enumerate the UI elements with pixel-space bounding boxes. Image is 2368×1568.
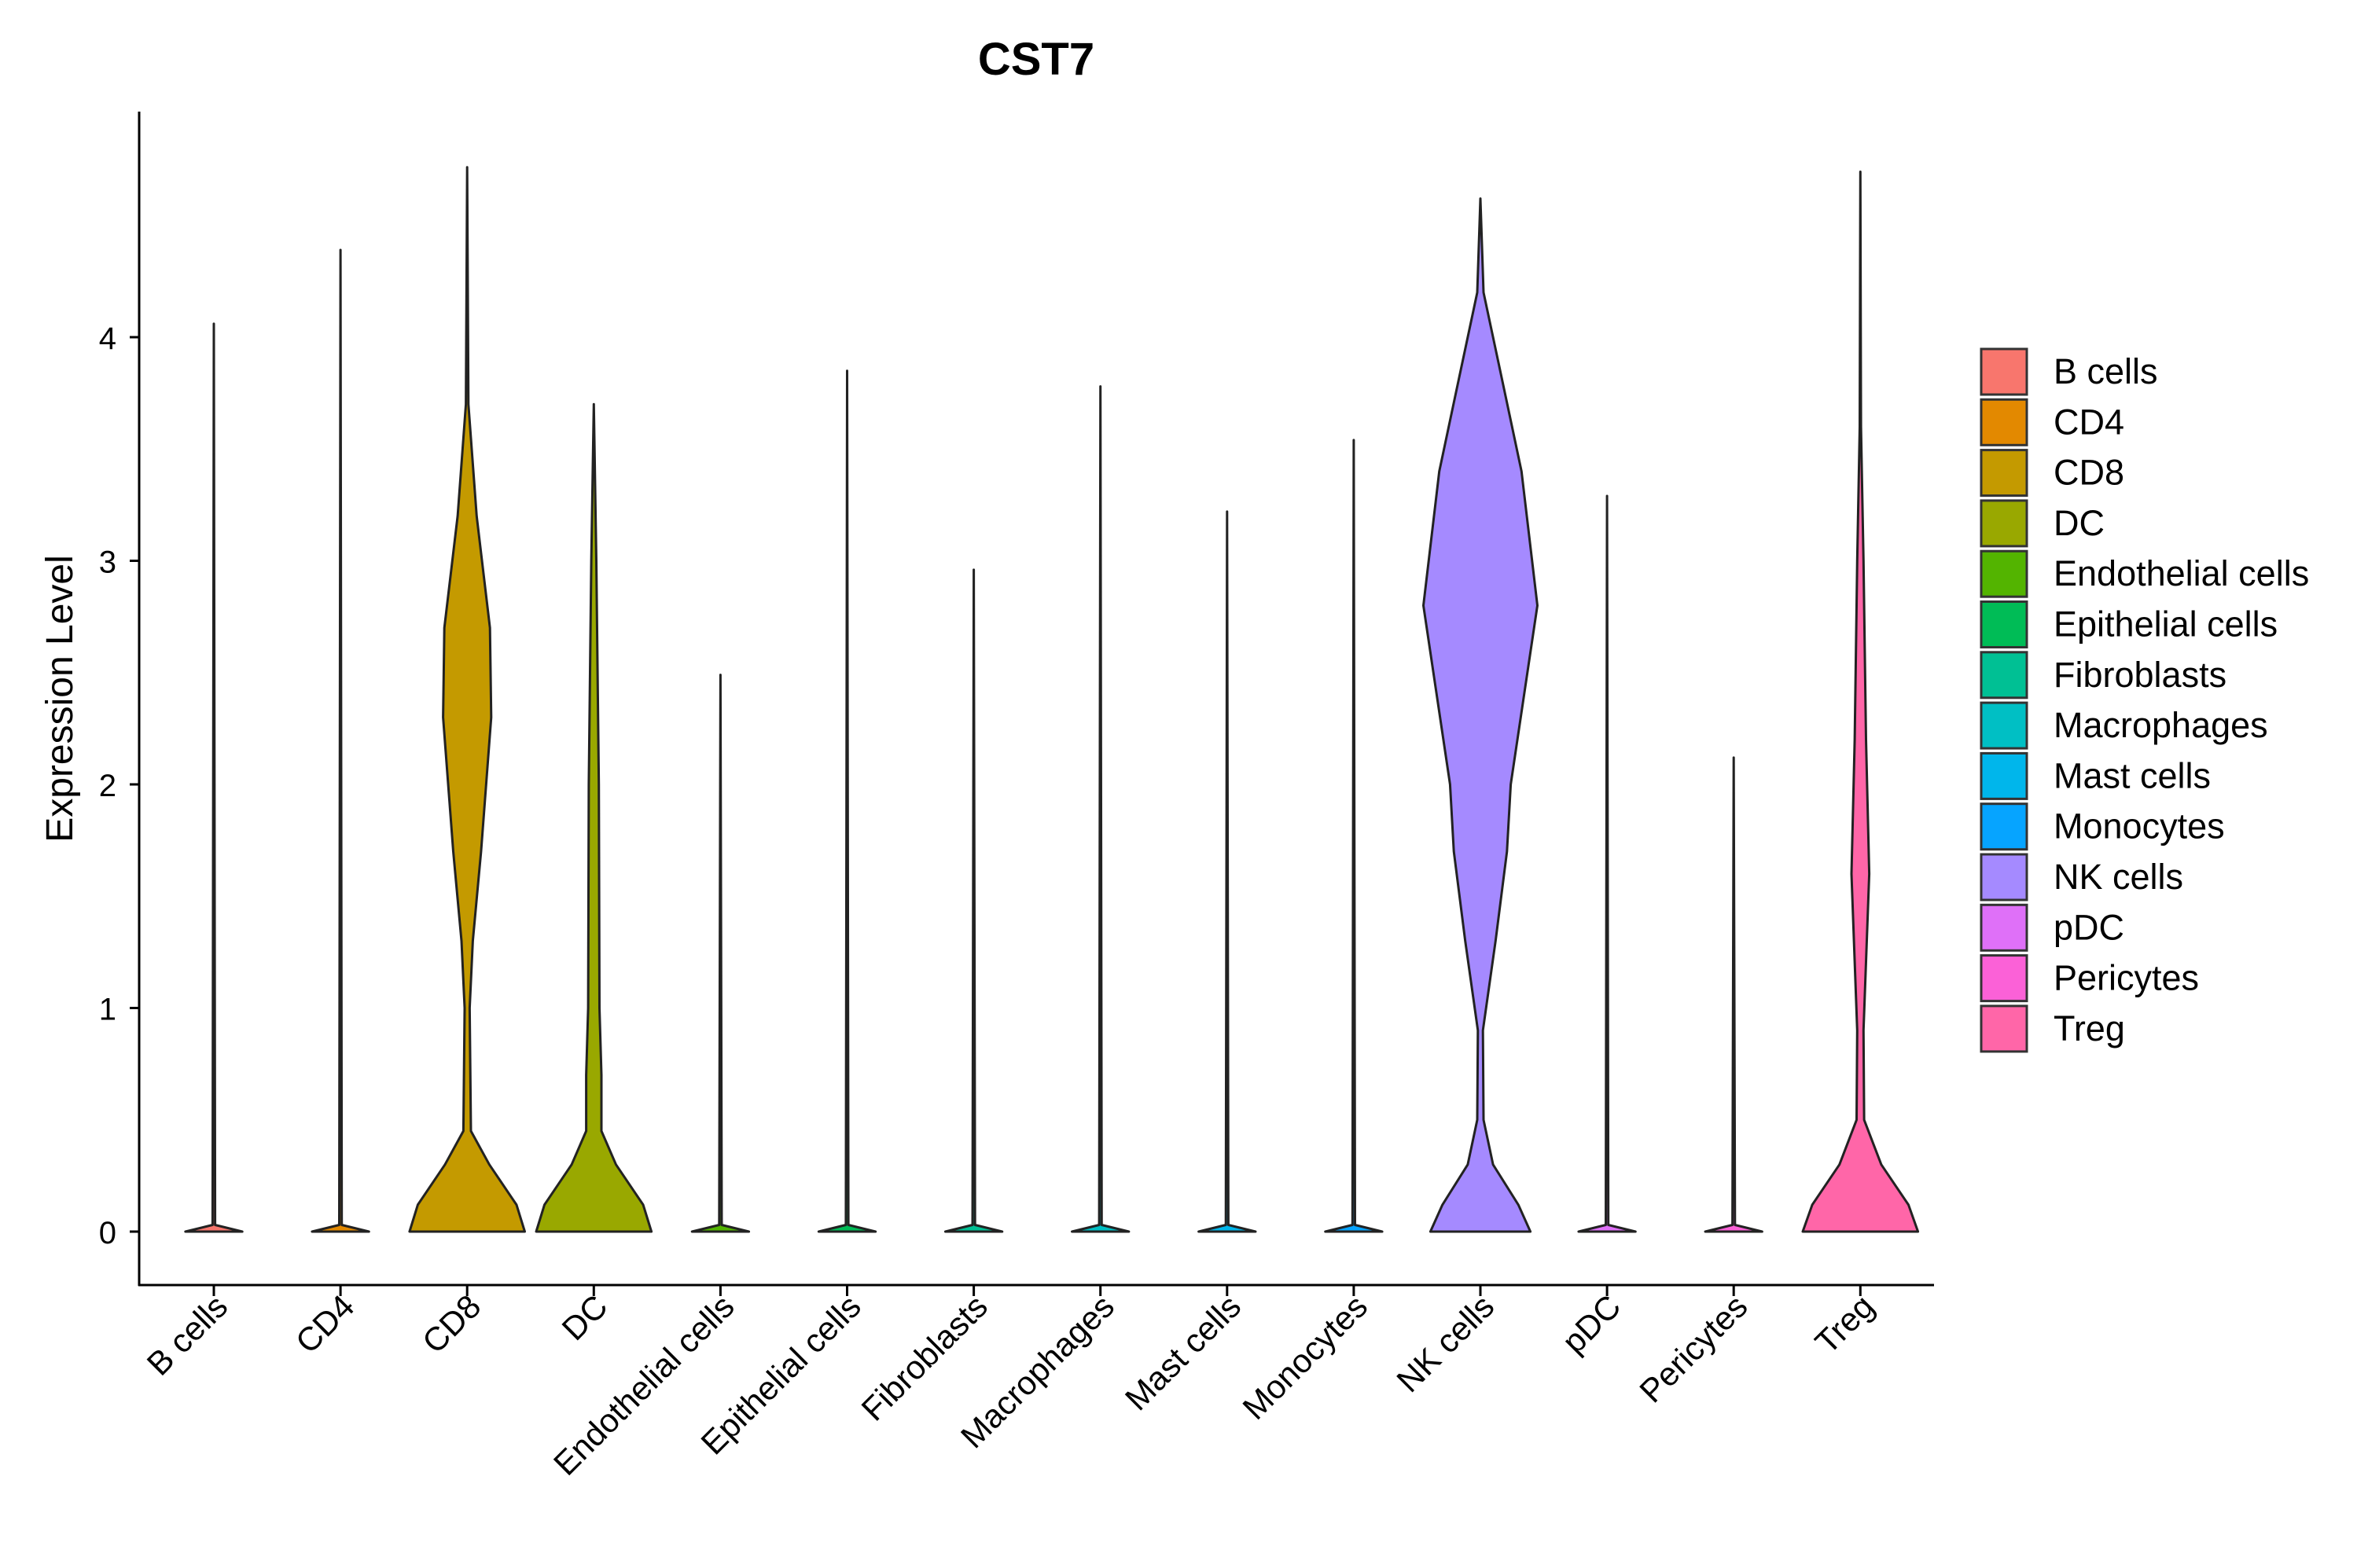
legend-label-mast-cells: Mast cells: [2054, 755, 2211, 795]
legend-swatch-nk-cells: [1980, 853, 2028, 902]
y-tick-label: 2: [99, 769, 116, 803]
legend-label-macrophages: Macrophages: [2054, 705, 2268, 745]
legend-label-cd4: CD4: [2054, 402, 2124, 442]
legend-swatch-endothelial-cells: [1980, 549, 2028, 598]
violin-endothelial-cells: [690, 674, 751, 1233]
plot-area: [184, 166, 1920, 1233]
violin-epithelial-cells: [817, 369, 877, 1233]
legend-label-endothelial-cells: Endothelial cells: [2054, 553, 2309, 593]
legend-label-monocytes: Monocytes: [2054, 806, 2225, 846]
violin-monocytes: [1324, 439, 1384, 1233]
legend-label-nk-cells: NK cells: [2054, 857, 2183, 897]
legend-label-treg: Treg: [2054, 1008, 2125, 1048]
legend-swatch-mast-cells: [1980, 751, 2028, 800]
y-axis-label: Expression Level: [39, 555, 81, 843]
x-tick-label-pdc: pDC: [1555, 1287, 1628, 1361]
legend-swatch-cd4: [1980, 398, 2028, 446]
legend-swatch-epithelial-cells: [1980, 600, 2028, 648]
legend-swatch-cd8: [1980, 449, 2028, 498]
y-tick-label: 4: [99, 321, 116, 356]
legend-swatch-treg: [1980, 1004, 2028, 1053]
chart-title: CST7: [978, 34, 1094, 85]
y-axis-ticks: 0 1 2 3 4: [99, 321, 139, 1250]
violin-b-cells: [184, 322, 244, 1233]
legend-label-pdc: pDC: [2054, 907, 2124, 947]
legend-swatch-dc: [1980, 499, 2028, 548]
violin-mast-cells: [1197, 510, 1257, 1233]
legend-label-cd8: CD8: [2054, 453, 2124, 493]
legend-label-epithelial-cells: Epithelial cells: [2054, 604, 2278, 644]
x-tick-label-nk-cells: NK cells: [1389, 1287, 1501, 1399]
y-tick-label: 3: [99, 545, 116, 580]
legend-swatch-b-cells: [1980, 347, 2028, 396]
x-tick-label-pericytes: Pericytes: [1632, 1287, 1754, 1409]
legend-swatch-monocytes: [1980, 802, 2028, 851]
legend-swatch-pericytes: [1980, 954, 2028, 1003]
violin-nk-cells: [1422, 197, 1539, 1233]
legend-swatch-macrophages: [1980, 701, 2028, 750]
legend: B cells CD4 CD8 DC Endothelial cells Epitheli…: [1980, 347, 2309, 1053]
violin-pdc: [1577, 494, 1637, 1233]
violin-fibroblasts: [943, 568, 1004, 1233]
legend-swatch-pdc: [1980, 903, 2028, 952]
violin-treg: [1801, 171, 1920, 1233]
violin-pericytes: [1704, 756, 1763, 1233]
violin-cd4: [311, 248, 370, 1233]
legend-label-dc: DC: [2054, 503, 2105, 543]
x-tick-label-mast-cells: Mast cells: [1118, 1287, 1248, 1417]
x-tick-label-monocytes: Monocytes: [1235, 1287, 1374, 1427]
x-tick-label-treg: Treg: [1807, 1287, 1881, 1361]
violin-dc: [535, 402, 653, 1233]
x-tick-label-dc: DC: [555, 1287, 615, 1347]
legend-label-pericytes: Pericytes: [2054, 958, 2199, 998]
legend-label-fibroblasts: Fibroblasts: [2054, 655, 2226, 695]
x-tick-label-b-cells: B cells: [140, 1287, 235, 1383]
legend-label-b-cells: B cells: [2054, 351, 2158, 391]
violin-cd8: [408, 166, 526, 1233]
x-tick-label-fibroblasts: Fibroblasts: [854, 1287, 994, 1427]
legend-swatch-fibroblasts: [1980, 651, 2028, 700]
violin-macrophages: [1071, 385, 1131, 1233]
x-tick-label-cd4: CD4: [289, 1287, 362, 1361]
y-tick-label: 1: [99, 993, 116, 1027]
x-tick-label-cd8: CD8: [415, 1287, 488, 1361]
y-tick-label: 0: [99, 1216, 116, 1250]
